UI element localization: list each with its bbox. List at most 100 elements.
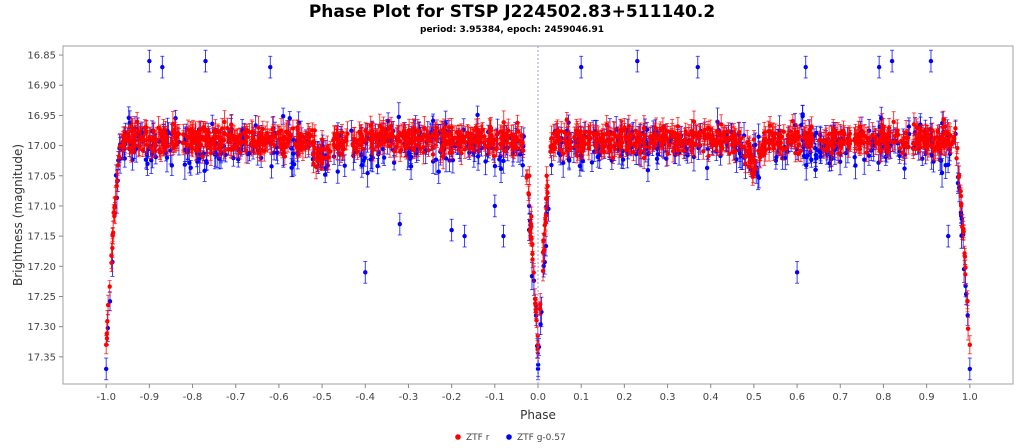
data-point — [145, 161, 150, 166]
data-point — [756, 134, 761, 139]
data-point — [396, 114, 402, 120]
data-point — [287, 116, 292, 121]
data-point — [212, 146, 218, 152]
data-point — [216, 156, 222, 161]
data-point — [492, 203, 498, 209]
data-point — [597, 152, 602, 158]
data-point — [202, 168, 207, 174]
data-point — [813, 167, 818, 173]
data-point — [813, 152, 819, 158]
data-point — [365, 170, 370, 176]
data-point — [105, 302, 111, 308]
data-point — [641, 125, 647, 131]
data-point — [200, 154, 205, 160]
data-point — [188, 165, 193, 171]
data-point — [290, 160, 295, 166]
data-point — [864, 135, 870, 141]
data-point — [876, 64, 882, 70]
data-point — [247, 150, 252, 156]
data-point — [462, 233, 467, 239]
data-point — [946, 233, 951, 239]
data-point — [501, 233, 506, 239]
data-point — [773, 158, 779, 163]
data-point — [793, 150, 798, 156]
data-point — [641, 155, 647, 161]
data-point — [580, 158, 586, 164]
data-point — [203, 58, 208, 64]
data-point — [691, 119, 697, 124]
data-point — [436, 169, 441, 174]
data-point — [967, 366, 973, 372]
data-point — [965, 313, 970, 318]
data-point — [766, 146, 772, 151]
data-point — [928, 58, 934, 64]
data-point — [889, 58, 895, 64]
data-point — [449, 227, 454, 233]
data-point — [342, 163, 347, 168]
data-point — [935, 140, 940, 145]
data-point — [578, 64, 584, 70]
data-point — [798, 122, 804, 128]
data-point — [335, 169, 340, 174]
data-point — [737, 151, 743, 156]
data-point — [282, 154, 288, 159]
data-point — [103, 366, 109, 372]
data-point — [852, 154, 857, 160]
data-point — [375, 163, 380, 169]
data-point — [498, 166, 504, 172]
data-point — [589, 160, 595, 165]
data-point — [866, 153, 872, 158]
data-point — [853, 163, 858, 168]
data-point — [549, 162, 554, 168]
data-point — [323, 172, 328, 177]
data-point — [164, 155, 170, 160]
data-point — [755, 173, 761, 179]
data-point — [291, 151, 296, 156]
data-point — [560, 160, 566, 166]
data-point — [275, 150, 280, 155]
data-point — [483, 159, 488, 164]
data-point — [937, 157, 943, 163]
data-point — [655, 151, 661, 157]
data-point — [193, 148, 199, 153]
data-point — [107, 284, 112, 289]
data-point — [906, 124, 912, 129]
data-point — [814, 130, 819, 136]
data-point — [804, 154, 809, 160]
data-point — [381, 155, 387, 160]
data-point — [877, 149, 883, 154]
data-point — [794, 270, 800, 275]
data-point — [202, 138, 208, 143]
data-point — [269, 164, 274, 169]
data-point — [670, 148, 676, 154]
data-point — [902, 166, 907, 171]
data-point — [635, 58, 640, 64]
data-marks — [103, 49, 973, 381]
data-point — [891, 119, 896, 125]
data-point — [492, 163, 498, 169]
data-point — [143, 157, 149, 162]
data-point — [370, 155, 375, 161]
data-point — [645, 168, 651, 173]
data-point — [182, 162, 188, 167]
data-point — [515, 120, 520, 126]
data-point — [397, 221, 403, 227]
data-point — [565, 132, 571, 137]
data-point — [827, 161, 832, 166]
data-point — [268, 64, 273, 70]
data-point — [363, 270, 368, 275]
data-point — [289, 165, 294, 170]
data-point — [943, 163, 948, 168]
data-point — [727, 151, 732, 156]
data-point — [222, 148, 227, 154]
data-point — [210, 121, 215, 127]
data-point — [169, 163, 175, 168]
data-point — [577, 163, 583, 169]
data-point — [939, 170, 945, 176]
data-point — [965, 326, 971, 331]
data-point — [930, 128, 935, 133]
data-point — [883, 154, 889, 160]
data-point — [538, 322, 543, 327]
series-ztf-r — [103, 110, 973, 359]
